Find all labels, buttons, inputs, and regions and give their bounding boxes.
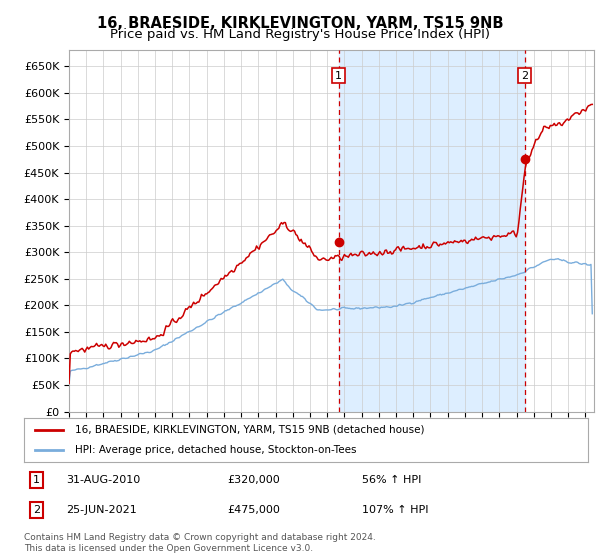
- Bar: [338, 50, 525, 412]
- Text: 31-AUG-2010: 31-AUG-2010: [66, 475, 140, 486]
- Text: £475,000: £475,000: [227, 505, 280, 515]
- Text: Price paid vs. HM Land Registry's House Price Index (HPI): Price paid vs. HM Land Registry's House …: [110, 28, 490, 41]
- Text: 107% ↑ HPI: 107% ↑ HPI: [362, 505, 429, 515]
- Text: £320,000: £320,000: [227, 475, 280, 486]
- Text: 1: 1: [33, 475, 40, 486]
- Text: 2: 2: [521, 71, 529, 81]
- Text: 16, BRAESIDE, KIRKLEVINGTON, YARM, TS15 9NB: 16, BRAESIDE, KIRKLEVINGTON, YARM, TS15 …: [97, 16, 503, 31]
- Text: 1: 1: [335, 71, 342, 81]
- Text: HPI: Average price, detached house, Stockton-on-Tees: HPI: Average price, detached house, Stoc…: [75, 445, 356, 455]
- Text: Contains HM Land Registry data © Crown copyright and database right 2024.
This d: Contains HM Land Registry data © Crown c…: [24, 533, 376, 553]
- Text: 2: 2: [33, 505, 40, 515]
- Text: 25-JUN-2021: 25-JUN-2021: [66, 505, 137, 515]
- Text: 16, BRAESIDE, KIRKLEVINGTON, YARM, TS15 9NB (detached house): 16, BRAESIDE, KIRKLEVINGTON, YARM, TS15 …: [75, 424, 424, 435]
- Text: 56% ↑ HPI: 56% ↑ HPI: [362, 475, 422, 486]
